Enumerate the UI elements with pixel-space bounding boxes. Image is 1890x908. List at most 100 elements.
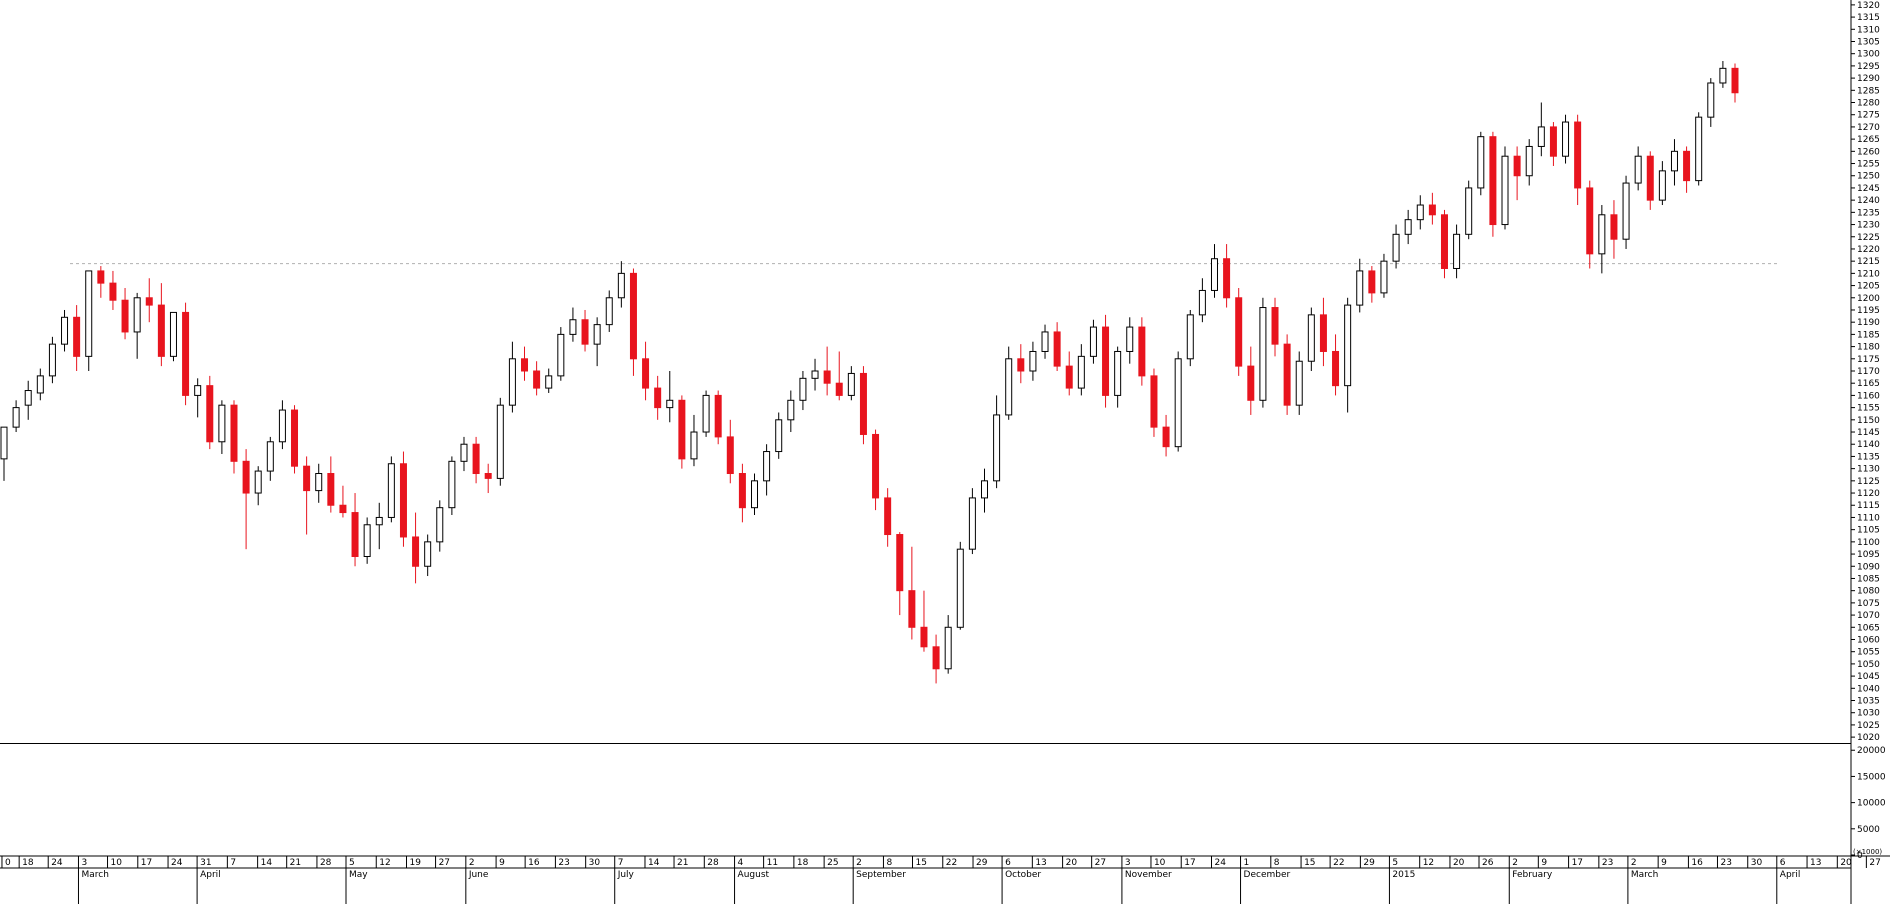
month-label: February <box>1512 870 1553 880</box>
candle-body-down <box>642 358 650 389</box>
candle-body-up <box>1670 150 1678 172</box>
price-tick-label: 1285 <box>1857 86 1880 96</box>
price-tick-label: 1045 <box>1857 672 1880 682</box>
candle-body-up <box>690 431 698 460</box>
month-label: July <box>617 870 635 880</box>
candle-body-down <box>678 399 686 460</box>
candle-body-down <box>1065 365 1073 389</box>
candle-body-down <box>1053 331 1061 367</box>
price-tick-label: 1030 <box>1857 709 1880 719</box>
candle-body-down <box>1368 270 1376 294</box>
price-tick-label: 1200 <box>1857 294 1880 304</box>
date-tick-label: 20 <box>1840 858 1852 868</box>
candle-body-up <box>1198 289 1206 316</box>
price-tick-label: 1025 <box>1857 721 1880 731</box>
candle-body-down <box>1283 343 1291 406</box>
candle-body-up <box>218 404 226 443</box>
price-tick-label: 1085 <box>1857 574 1880 584</box>
candle-body-up <box>1186 314 1194 360</box>
candle-body-up <box>799 377 807 401</box>
price-tick-label: 1040 <box>1857 684 1880 694</box>
candle-body-up <box>1537 126 1545 147</box>
candle-body-up <box>1114 350 1122 396</box>
candle-body-down <box>1332 350 1340 387</box>
date-tick-label: 30 <box>1751 858 1763 868</box>
candle-body-up <box>194 385 202 396</box>
candle-body-up <box>1041 331 1049 352</box>
candle-body-up <box>496 404 504 479</box>
price-tick-label: 1305 <box>1857 37 1880 47</box>
candle-body-up <box>133 297 141 333</box>
price-tick-label: 1190 <box>1857 318 1880 328</box>
date-tick-label: 14 <box>261 858 273 868</box>
candle-body-down <box>1223 258 1231 299</box>
candle-body-down <box>738 473 746 509</box>
candle-body-down <box>884 497 892 536</box>
candle-body-up <box>0 426 8 460</box>
candle-body-down <box>327 473 335 506</box>
date-tick-label: 8 <box>1274 858 1280 868</box>
price-tick-label: 1185 <box>1857 330 1880 340</box>
price-tick-label: 1250 <box>1857 172 1880 182</box>
candle-body-up <box>1077 355 1085 389</box>
price-tick-label: 1195 <box>1857 306 1880 316</box>
candle-body-up <box>1295 360 1303 406</box>
candle-body-up <box>315 473 323 492</box>
candle-body-down <box>726 436 734 475</box>
date-tick-label: 14 <box>648 858 660 868</box>
candle-body-down <box>932 646 940 670</box>
price-tick-label: 1140 <box>1857 440 1880 450</box>
candle-body-down <box>1731 67 1739 94</box>
candle-body-down <box>109 282 117 301</box>
candle-body-down <box>1102 326 1110 396</box>
candle-body-up <box>48 343 56 377</box>
month-label: August <box>738 870 770 880</box>
price-tick-label: 1120 <box>1857 489 1880 499</box>
candle-body-down <box>1586 187 1594 255</box>
candle-body-down <box>581 319 589 345</box>
candle-body-down <box>121 299 129 333</box>
price-tick-label: 1075 <box>1857 599 1880 609</box>
date-tick-label: 19 <box>410 858 422 868</box>
candle-body-up <box>1089 326 1097 357</box>
candle-body-up <box>545 375 553 389</box>
candle-body-up <box>775 419 783 453</box>
price-tick-label: 1320 <box>1857 1 1880 11</box>
month-label: June <box>468 870 489 880</box>
candle-body-up <box>787 399 795 421</box>
price-tick-label: 1235 <box>1857 208 1880 218</box>
candle-body-down <box>182 311 190 396</box>
candle-body-up <box>1598 214 1606 255</box>
date-tick-label: 27 <box>1095 858 1106 868</box>
candle-body-down <box>1574 121 1582 189</box>
candle-body-up <box>763 451 771 482</box>
date-tick-label: 3 <box>1125 858 1131 868</box>
candle-body-up <box>751 480 759 509</box>
date-tick-label: 18 <box>797 858 809 868</box>
price-tick-label: 1020 <box>1857 733 1880 743</box>
date-tick-label: 22 <box>1333 858 1344 868</box>
candle-body-up <box>847 372 855 396</box>
date-tick-label: 12 <box>379 858 390 868</box>
candle-body-up <box>956 548 964 628</box>
candle-body-down <box>399 463 407 538</box>
candle-body-down <box>521 358 529 372</box>
candle-body-down <box>654 387 662 409</box>
candle-body-down <box>872 433 880 499</box>
candle-body-up <box>1344 304 1352 387</box>
candle-body-up <box>1695 116 1703 182</box>
price-tick-label: 1290 <box>1857 74 1880 84</box>
candle-body-up <box>375 516 383 526</box>
price-tick-label: 1310 <box>1857 25 1880 35</box>
candle-body-down <box>1319 314 1327 352</box>
date-tick-label: 20 <box>1453 858 1465 868</box>
candle-body-up <box>811 370 819 379</box>
date-tick-label: 13 <box>1810 858 1821 868</box>
month-label: 2015 <box>1392 870 1415 880</box>
date-tick-label: 2 <box>856 858 862 868</box>
date-tick-label: 7 <box>230 858 236 868</box>
price-tick-label: 1130 <box>1857 465 1880 475</box>
candle-body-up <box>1465 187 1473 235</box>
candle-body-up <box>1210 258 1218 291</box>
